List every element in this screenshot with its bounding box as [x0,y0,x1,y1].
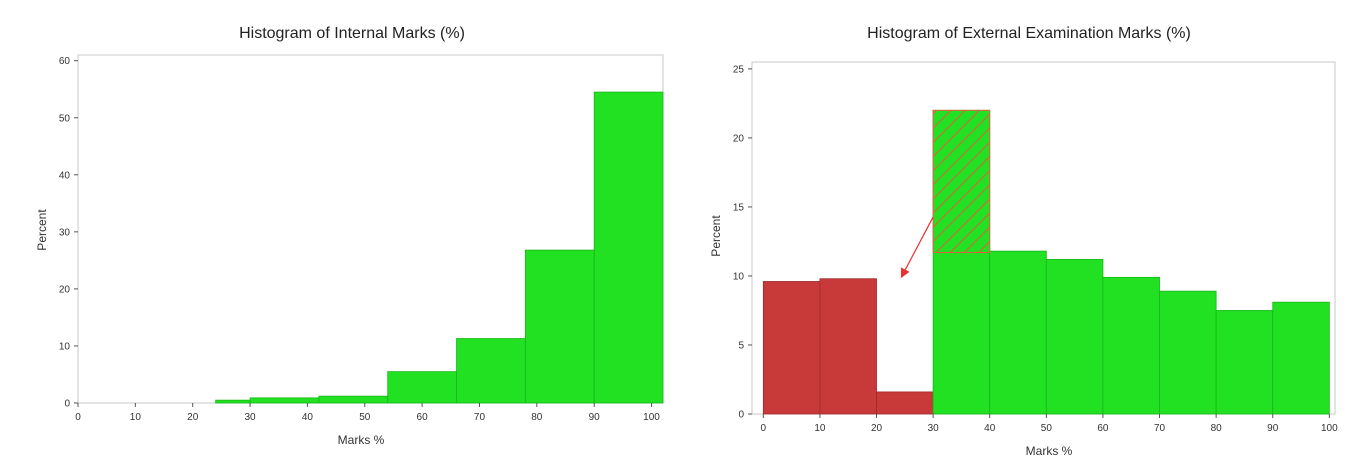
y-tick-label: 25 [733,64,745,75]
histogram-bar [989,250,1047,415]
x-tick-label: 40 [984,423,996,434]
y-axis-label: Percent [709,215,723,257]
x-axis-ticks: 0 10 20 30 40 50 60 70 80 90 100 [761,414,1338,434]
bars [762,109,1330,415]
histogram-bar [1045,258,1104,415]
histogram-bar [524,249,595,404]
histogram-bar [819,278,877,415]
x-tick-label: 100 [643,412,660,423]
x-tick-label: 30 [244,412,256,423]
y-tick-label: 10 [733,271,745,282]
histogram-bar [456,338,526,404]
x-tick-label: 20 [871,423,883,434]
histogram-bar [876,391,934,415]
histogram-bar [1102,276,1160,415]
y-axis-ticks: 0 5 10 15 20 25 [733,64,752,421]
x-tick-label: 90 [1267,423,1279,434]
y-tick-label: 0 [64,399,70,410]
x-axis-ticks: 0 10 20 30 40 50 60 70 80 90 100 [75,403,660,423]
histogram-bar [762,281,821,415]
y-tick-label: 50 [59,113,71,124]
x-tick-label: 50 [359,412,371,423]
annotation-arrow [900,216,934,279]
x-tick-label: 80 [1211,423,1223,434]
x-tick-label: 60 [417,412,429,423]
x-tick-label: 0 [75,412,81,423]
y-axis-label: Percent [35,209,49,251]
x-tick-label: 60 [1097,423,1109,434]
histogram-bar [1159,290,1217,415]
x-tick-label: 10 [814,423,826,434]
x-tick-label: 10 [130,412,142,423]
y-tick-label: 60 [59,56,71,67]
x-tick-label: 0 [761,423,767,434]
x-tick-label: 30 [928,423,940,434]
x-tick-label: 90 [589,412,601,423]
chart-title: Histogram of External Examination Marks … [867,25,1191,42]
y-tick-label: 40 [59,170,71,181]
y-tick-label: 15 [733,202,745,213]
y-axis-ticks: 0 10 20 30 40 50 60 [59,56,78,410]
x-tick-label: 100 [1321,423,1338,434]
histogram-bar [1215,310,1274,415]
x-axis-label: Marks % [338,433,385,447]
y-tick-label: 10 [59,341,71,352]
external-marks-histogram: Histogram of External Examination Marks … [709,25,1338,458]
y-tick-label: 30 [59,227,71,238]
y-tick-label: 0 [738,410,744,421]
histogram-bar [215,399,251,404]
x-tick-label: 50 [1041,423,1053,434]
hatched-bar-segment [932,109,991,253]
x-tick-label: 80 [531,412,543,423]
histogram-bar [593,91,664,404]
x-tick-label: 40 [302,412,314,423]
histogram-bar [387,371,457,404]
x-axis-label: Marks % [1026,444,1073,458]
chart-title: Histogram of Internal Marks (%) [239,25,465,42]
histogram-bar [1272,301,1330,415]
y-tick-label: 5 [738,340,744,351]
histogram-bar [249,397,320,404]
x-tick-label: 70 [1154,423,1166,434]
bars [215,91,664,404]
x-tick-label: 20 [187,412,199,423]
y-tick-label: 20 [733,133,745,144]
internal-marks-histogram: Histogram of Internal Marks (%) Marks % … [35,25,664,447]
histogram-bar [318,395,389,404]
x-tick-label: 70 [474,412,486,423]
y-tick-label: 20 [59,284,71,295]
